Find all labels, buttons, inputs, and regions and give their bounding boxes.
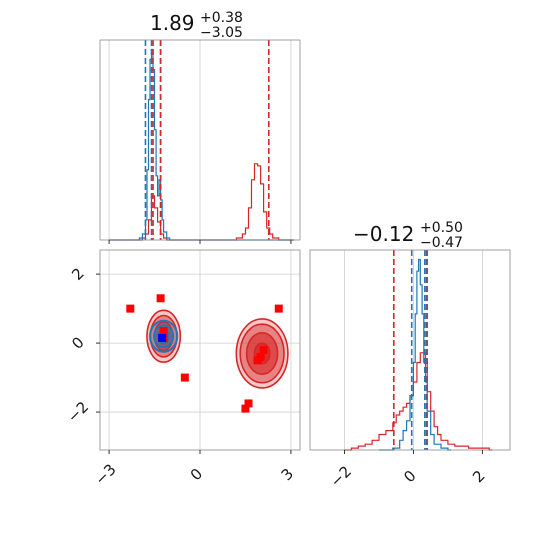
panel-bottom-left: −3 0 3 −2 0 2 [64, 249, 301, 489]
panel-top-left-ticks [108, 240, 292, 244]
title-param-1-value: 1.89 [150, 11, 195, 35]
hist-2-x-tick-label: 2 [469, 467, 488, 486]
panel-top-left-grid [108, 40, 292, 240]
panel-top-left-series [109, 48, 294, 241]
title-param-2-plus: +0.50 [420, 220, 463, 236]
red-square-marker-6 [259, 346, 268, 354]
panel-top-left: 1.89 +0.38 −3.05 [99, 10, 301, 244]
hist-2-series-0 [344, 352, 493, 451]
title-param-2-minus: −0.47 [420, 235, 463, 251]
title-param-1-minus: −3.05 [200, 25, 243, 41]
scatter-y-tick-label: 2 [68, 264, 87, 283]
red-square-marker-0 [126, 304, 135, 313]
hist-2-series-1 [379, 258, 451, 451]
hist-1-series-1 [109, 48, 294, 241]
hist-2-x-tick-label: −2 [327, 462, 355, 490]
panel-bottom-right: −2 0 2 −0.12 +0.50 −0.47 [309, 220, 511, 491]
panel-bottom-left-markers [126, 294, 283, 413]
panel-bottom-right-grid [344, 250, 483, 450]
panel-bottom-right-series [344, 258, 493, 451]
red-square-marker-1 [156, 294, 165, 303]
panel-bottom-right-quantile-lines [392, 250, 429, 450]
hist-1-series-0 [109, 163, 294, 241]
title-param-2-value: −0.12 [353, 222, 414, 246]
panel-bottom-right-frame [309, 249, 511, 451]
red-square-marker-5 [274, 304, 283, 313]
red-square-marker-8 [253, 356, 262, 365]
blue-square-marker-0 [158, 333, 167, 342]
panel-bottom-right-ticks: −2 0 2 [327, 450, 489, 491]
panel-bottom-left-grid [100, 250, 300, 450]
scatter-x-tick-label: 0 [187, 465, 206, 484]
scatter-y-tick-label: 0 [68, 333, 87, 352]
scatter-x-tick-label: −3 [91, 460, 119, 488]
scatter-x-tick-label: 3 [278, 465, 297, 484]
title-param-1-plus: +0.38 [200, 10, 243, 26]
red-square-marker-9 [244, 399, 253, 408]
scatter-y-tick-label: −2 [64, 398, 92, 426]
hist-2-x-tick-label: 0 [400, 467, 419, 486]
red-square-marker-4 [180, 373, 189, 382]
red-square-marker-10 [241, 404, 250, 413]
panel-top-left-quantile-lines [144, 40, 270, 240]
red-square-marker-2 [159, 327, 168, 336]
